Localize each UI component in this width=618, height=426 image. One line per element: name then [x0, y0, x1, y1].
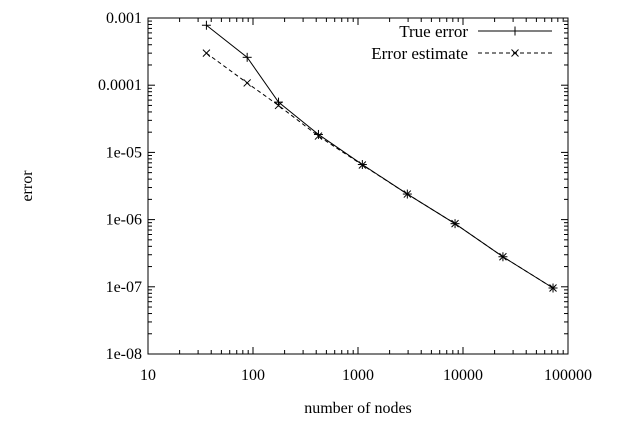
series-line: [206, 24, 554, 289]
y-tick-label: 1e-08: [106, 346, 142, 363]
data-point-marker: [314, 132, 323, 140]
plot-frame: [147, 17, 569, 355]
y-tick-label: 1e-06: [106, 212, 142, 229]
data-point-marker: [499, 252, 507, 261]
series-line: [206, 52, 554, 289]
x-tick-label: 100000: [544, 367, 592, 384]
data-point-marker: [274, 101, 283, 110]
y-tick-label: 1e-05: [106, 144, 142, 161]
legend-label: True error: [399, 22, 468, 41]
x-tick-label: 1000: [342, 367, 374, 384]
axis-ticks: 10 100 1000 10000 100000 0.001 0.0001 1e-05 1e-0…: [98, 10, 592, 384]
x-tick-label: 10000: [443, 367, 483, 384]
legend-marker: [511, 49, 519, 57]
data-series: [201, 20, 558, 293]
data-point-marker: [403, 190, 412, 198]
x-tick-label: 10: [140, 367, 156, 384]
data-point-marker: [243, 79, 252, 87]
series-error-estimate: [202, 49, 557, 292]
data-point-marker: [451, 219, 459, 228]
y-tick-label: 0.0001: [98, 77, 142, 94]
legend-label: Error estimate: [371, 44, 468, 63]
x-axis-label: number of nodes: [304, 400, 412, 417]
data-point-marker: [358, 161, 367, 169]
data-point-marker: [549, 284, 557, 292]
y-tick-label: 1e-07: [106, 279, 142, 296]
x-tick-label: 100: [241, 367, 265, 384]
y-tick-label: 0.001: [106, 10, 142, 27]
data-point-marker: [202, 49, 211, 57]
y-axis-label: error: [19, 170, 36, 202]
legend: True error Error estimate: [371, 22, 552, 63]
